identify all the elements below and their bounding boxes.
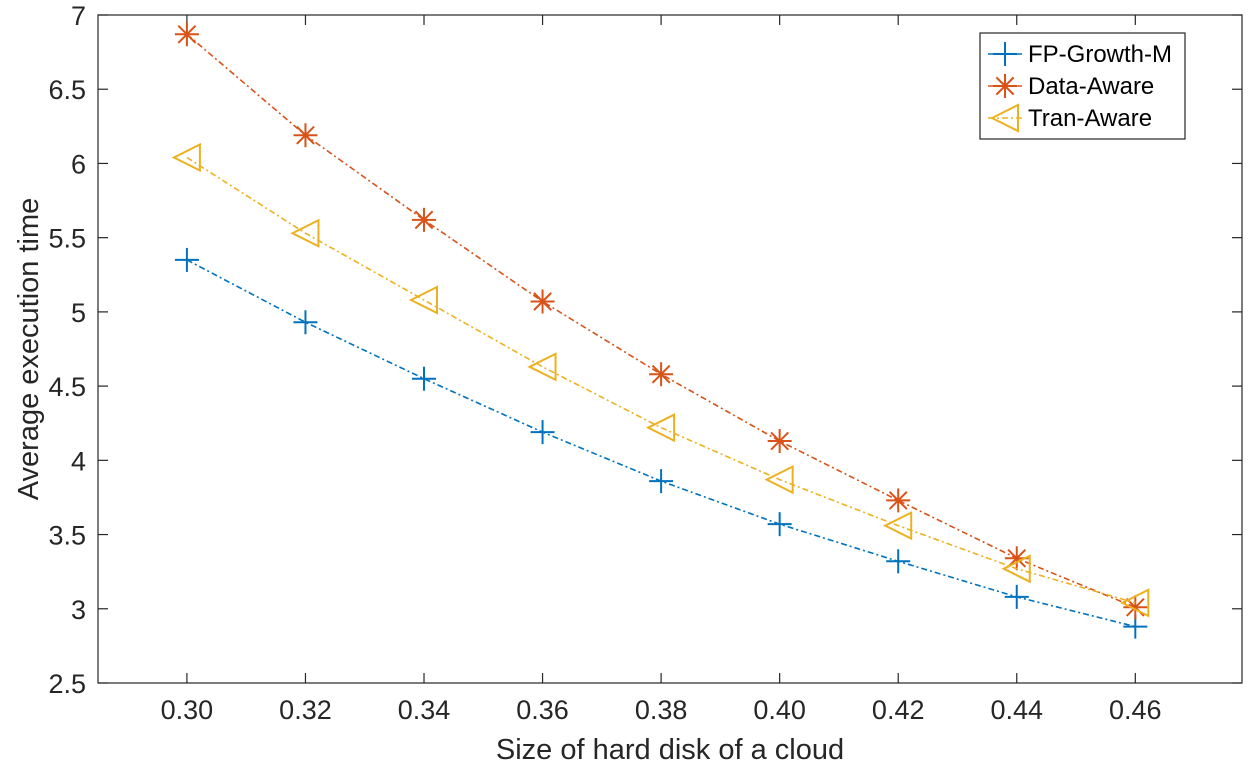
marker-shape bbox=[989, 103, 1019, 133]
legend-label: Data-Aware bbox=[1028, 73, 1154, 100]
legend-marker bbox=[989, 103, 1019, 133]
y-tick-label: 5 bbox=[71, 298, 86, 328]
legend-item: Tran-Aware bbox=[988, 103, 1152, 133]
x-tick-label: 0.32 bbox=[279, 695, 332, 725]
y-tick-label: 6.5 bbox=[48, 75, 86, 105]
data-point bbox=[174, 22, 199, 47]
data-point bbox=[171, 142, 201, 173]
data-point bbox=[1001, 554, 1031, 584]
data-point bbox=[408, 285, 439, 315]
data-point bbox=[1004, 584, 1029, 609]
x-tick-label: 0.40 bbox=[753, 695, 806, 725]
marker-stroke bbox=[770, 431, 790, 451]
marker-stroke bbox=[888, 491, 908, 510]
data-point bbox=[290, 218, 320, 248]
data-point bbox=[1120, 588, 1150, 618]
plot-area-frame bbox=[97, 14, 1243, 684]
y-axis-title: Average execution time bbox=[13, 198, 45, 501]
data-point bbox=[293, 123, 318, 148]
x-tick-label: 0.38 bbox=[635, 695, 688, 725]
data-point bbox=[530, 420, 555, 445]
y-tick-label: 6 bbox=[71, 149, 86, 179]
y-tick-label: 2.5 bbox=[48, 669, 86, 699]
x-tick-label: 0.30 bbox=[161, 695, 214, 725]
y-tick-label: 3 bbox=[71, 595, 86, 625]
marker-shape bbox=[645, 413, 676, 443]
marker-shape bbox=[882, 511, 913, 541]
marker-shape bbox=[290, 218, 320, 248]
marker-stroke bbox=[651, 364, 671, 384]
series-line bbox=[186, 156, 1136, 604]
marker-shape bbox=[171, 142, 201, 173]
marker-stroke bbox=[414, 210, 434, 230]
marker-shape bbox=[408, 285, 439, 315]
data-point bbox=[767, 429, 792, 454]
marker-stroke bbox=[995, 76, 1015, 96]
data-point bbox=[527, 352, 557, 382]
y-tick-label: 5.5 bbox=[48, 224, 86, 254]
marker-shape bbox=[1120, 588, 1150, 618]
x-axis-title: Size of hard disk of a cloud bbox=[496, 734, 844, 766]
data-point bbox=[1123, 595, 1148, 620]
y-tick-label: 4 bbox=[71, 446, 86, 476]
data-point bbox=[886, 488, 911, 513]
x-tick-label: 0.34 bbox=[398, 695, 451, 725]
data-point bbox=[412, 207, 437, 232]
data-point bbox=[293, 310, 318, 335]
legend-marker bbox=[993, 74, 1017, 98]
data-point bbox=[767, 512, 792, 537]
series-fp-growth-m bbox=[174, 247, 1148, 639]
marker-stroke bbox=[533, 292, 552, 311]
data-point bbox=[886, 549, 911, 574]
legend-marker bbox=[993, 42, 1017, 66]
legend-item: FP-Growth-M bbox=[988, 41, 1172, 68]
y-tick-label: 4.5 bbox=[48, 372, 86, 402]
series-tran-aware bbox=[171, 142, 1150, 618]
data-point bbox=[530, 289, 555, 314]
x-tick-label: 0.36 bbox=[516, 695, 569, 725]
series-data-aware bbox=[174, 22, 1148, 620]
legend-label: FP-Growth-M bbox=[1028, 41, 1172, 68]
series-line bbox=[186, 259, 1136, 628]
data-point bbox=[649, 362, 674, 387]
data-point bbox=[412, 366, 437, 391]
marker-stroke bbox=[177, 24, 197, 44]
marker-stroke bbox=[1125, 597, 1145, 617]
marker-stroke bbox=[296, 125, 315, 145]
marker-shape bbox=[764, 465, 794, 495]
data-point bbox=[174, 247, 199, 272]
data-point bbox=[882, 511, 913, 541]
marker-shape bbox=[527, 352, 557, 382]
legend-label: Tran-Aware bbox=[1028, 105, 1152, 132]
marker-shape bbox=[1001, 554, 1031, 584]
legend-item: Data-Aware bbox=[988, 73, 1154, 100]
y-tick-label: 7 bbox=[71, 1, 86, 31]
data-point bbox=[764, 465, 794, 495]
y-tick-label: 3.5 bbox=[48, 521, 86, 551]
data-point bbox=[649, 469, 674, 494]
x-tick-label: 0.44 bbox=[990, 695, 1043, 725]
x-tick-label: 0.42 bbox=[872, 695, 925, 725]
x-tick-label: 0.46 bbox=[1109, 695, 1162, 725]
data-point bbox=[645, 413, 676, 443]
